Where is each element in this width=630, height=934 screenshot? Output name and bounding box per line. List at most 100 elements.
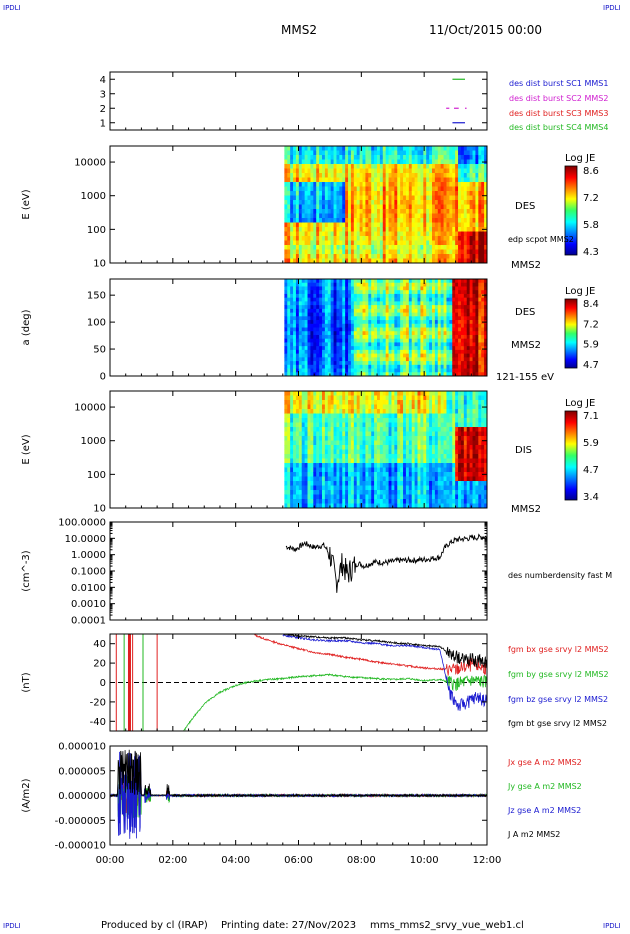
spectrogram-cell	[397, 227, 401, 232]
spectrogram-cell	[356, 449, 361, 455]
spectrogram-cell	[301, 327, 306, 332]
spectrogram-cell	[362, 503, 366, 509]
spectrogram-cell	[472, 254, 476, 259]
spectrogram-cell	[452, 338, 456, 343]
spectrogram-cell	[400, 368, 404, 373]
spectrogram-cell	[440, 204, 444, 210]
spectrogram-cell	[333, 431, 337, 437]
spectrogram-cell	[327, 227, 332, 232]
spectrogram-cell	[446, 290, 450, 295]
spectrogram-cell	[388, 391, 392, 396]
spectrogram-cell	[400, 323, 404, 328]
spectrogram-cell	[385, 305, 389, 310]
spectrogram-cell	[324, 150, 329, 156]
spectrogram-cell	[324, 349, 329, 355]
spectrogram-cell	[350, 249, 355, 255]
spectrogram-cell	[336, 209, 340, 214]
spectrogram-cell	[295, 312, 300, 317]
spectrogram-cell	[371, 422, 375, 428]
spectrogram-cell	[449, 323, 453, 328]
spectrogram-cell	[287, 218, 291, 223]
spectrogram-cell	[322, 467, 326, 473]
spectrogram-cell	[304, 458, 308, 464]
spectrogram-cell	[342, 258, 346, 264]
spectrogram-cell	[432, 173, 436, 178]
spectrogram-cell	[339, 364, 343, 369]
spectrogram-cell	[455, 320, 459, 325]
spectrogram-cell	[394, 431, 398, 437]
spectrogram-cell	[463, 177, 468, 183]
spectrogram-cell	[377, 467, 381, 473]
spectrogram-cell	[362, 316, 366, 321]
spectrogram-cell	[293, 249, 297, 255]
spectrogram-cell	[394, 195, 398, 201]
spectrogram-cell	[342, 290, 346, 295]
spectrogram-cell	[391, 467, 395, 473]
spectrogram-cell	[437, 222, 442, 228]
spectrogram-cell	[365, 164, 369, 169]
spectrogram-cell	[379, 364, 384, 369]
spectrogram-cell	[307, 150, 311, 156]
spectrogram-cell	[426, 308, 430, 313]
spectrogram-cell	[342, 168, 346, 174]
spectrogram-cell	[339, 213, 343, 219]
spectrogram-cell	[304, 357, 308, 362]
spectrogram-cell	[353, 222, 358, 228]
spectrogram-cell	[449, 168, 453, 174]
spectrogram-cell	[484, 279, 488, 284]
spectrogram-cell	[295, 353, 300, 358]
spectrogram-cell	[319, 218, 323, 223]
spectrogram-cell	[284, 245, 288, 250]
spectrogram-cell	[298, 346, 303, 351]
spectrogram-cell	[374, 395, 378, 401]
spectrogram-cell	[295, 168, 300, 174]
spectrogram-cell	[368, 361, 372, 366]
spectrogram-cell	[365, 338, 369, 343]
spectrogram-cell	[400, 391, 404, 396]
spectrogram-cell	[333, 305, 337, 310]
spectrogram-cell	[371, 427, 375, 432]
spectrogram-cell	[362, 409, 366, 414]
spectrogram-cell	[324, 200, 329, 205]
spectrogram-cell	[377, 361, 381, 366]
spectrogram-cell	[423, 249, 427, 255]
spectrogram-cell	[290, 204, 294, 210]
spectrogram-cell	[408, 222, 413, 228]
spectrogram-cell	[327, 431, 332, 437]
spectrogram-cell	[388, 182, 392, 187]
spectrogram-cell	[368, 476, 372, 482]
spectrogram-cell	[290, 209, 294, 214]
spectrogram-cell	[434, 338, 439, 343]
spectrogram-cell	[356, 481, 361, 486]
spectrogram-cell	[339, 490, 343, 495]
spectrogram-cell	[377, 282, 381, 287]
spectrogram-cell	[336, 361, 340, 366]
spectrogram-cell	[330, 481, 334, 486]
spectrogram-cell	[449, 191, 453, 196]
spectrogram-cell	[405, 236, 410, 241]
spectrogram-cell	[414, 454, 418, 459]
spectrogram-cell	[330, 458, 334, 464]
spectrogram-cell	[336, 334, 340, 340]
spectrogram-cell	[385, 494, 389, 500]
spectrogram-cell	[319, 342, 323, 347]
spectrogram-cell	[478, 305, 482, 310]
spectrogram-cell	[304, 413, 308, 419]
spectrogram-cell	[362, 357, 366, 362]
spectrogram-cell	[440, 323, 444, 328]
spectrogram-cell	[423, 155, 427, 160]
spectrogram-cell	[385, 200, 389, 205]
spectrogram-cell	[287, 164, 291, 169]
spectrogram-cell	[336, 391, 340, 396]
spectrogram-cell	[293, 338, 297, 343]
spectrogram-cell	[371, 249, 375, 255]
spectrogram-cell	[348, 472, 352, 477]
spectrogram-cell	[437, 312, 442, 317]
spectrogram-cell	[388, 254, 392, 259]
spectrogram-cell	[307, 463, 311, 468]
spectrogram-cell	[417, 334, 421, 340]
spectrogram-cell	[437, 177, 442, 183]
spectrogram-cell	[403, 218, 407, 223]
panel-3-colorbar-tick: 8.4	[583, 299, 599, 310]
spectrogram-cell	[304, 308, 308, 313]
